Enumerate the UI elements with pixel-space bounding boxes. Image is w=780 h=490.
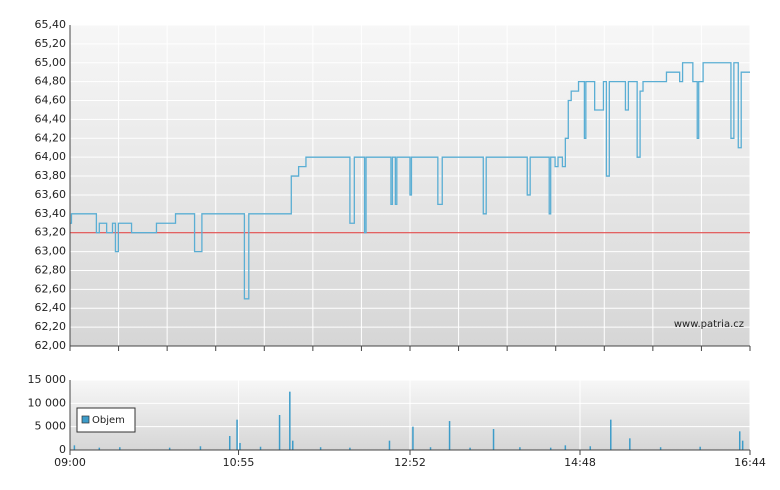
volume-bar xyxy=(741,440,744,450)
x-tick-label: 12:52 xyxy=(394,456,426,469)
y-tick-label: 15 000 xyxy=(28,373,67,386)
volume-bar xyxy=(429,447,432,450)
volume-bar xyxy=(589,446,592,450)
y-tick-label: 63,40 xyxy=(35,207,67,220)
x-tick-label: 14:48 xyxy=(564,456,596,469)
volume-bar xyxy=(549,447,552,450)
y-tick-label: 64,60 xyxy=(35,94,67,107)
y-tick-label: 65,40 xyxy=(35,18,67,31)
volume-bar xyxy=(448,421,451,450)
volume-bar xyxy=(388,440,391,450)
x-tick-label: 10:55 xyxy=(223,456,255,469)
y-tick-label: 63,80 xyxy=(35,169,67,182)
volume-bar xyxy=(98,447,101,450)
volume-bar xyxy=(73,445,76,450)
price-line xyxy=(70,62,750,300)
volume-bar xyxy=(349,447,351,450)
volume-bar xyxy=(492,429,495,450)
volume-bar xyxy=(236,419,238,450)
volume-bar xyxy=(629,438,631,450)
y-tick-label: 65,20 xyxy=(35,37,67,50)
volume-bar xyxy=(319,447,322,450)
y-tick-label: 64,00 xyxy=(35,150,67,163)
volume-bar xyxy=(289,391,291,450)
y-tick-label: 64,20 xyxy=(35,131,67,144)
y-tick-label: 62,20 xyxy=(35,320,67,333)
y-tick-label: 63,60 xyxy=(35,188,67,201)
x-tick-label: 16:44 xyxy=(734,456,766,469)
volume-bar xyxy=(699,446,701,450)
y-tick-label: 62,40 xyxy=(35,301,67,314)
volume-bar xyxy=(119,447,121,450)
y-tick-label: 62,00 xyxy=(35,339,67,352)
y-tick-label: 65,00 xyxy=(35,56,67,69)
volume-bar xyxy=(259,446,262,450)
volume-bar xyxy=(519,447,521,450)
y-tick-label: 10 000 xyxy=(28,396,67,409)
volume-bar xyxy=(278,415,281,450)
y-tick-label: 5 000 xyxy=(35,420,67,433)
volume-bar xyxy=(199,446,202,450)
y-tick-label: 64,80 xyxy=(35,75,67,88)
volume-bar xyxy=(469,447,471,450)
y-tick-label: 62,80 xyxy=(35,263,67,276)
watermark: www.patria.cz xyxy=(674,319,744,330)
x-tick-label: 09:00 xyxy=(54,456,86,469)
y-tick-label: 63,20 xyxy=(35,226,67,239)
volume-bar xyxy=(168,447,171,450)
y-tick-label: 63,00 xyxy=(35,245,67,258)
volume-bar xyxy=(610,419,612,450)
volume-bar xyxy=(412,426,414,450)
volume-bar xyxy=(239,443,241,450)
volume-bar xyxy=(292,440,294,450)
volume-bar xyxy=(659,447,662,450)
y-tick-label: 64,40 xyxy=(35,112,67,125)
volume-bar xyxy=(738,431,741,450)
legend-swatch xyxy=(81,415,90,424)
y-tick-label: 62,60 xyxy=(35,282,67,295)
y-tick-label: 0 xyxy=(59,443,66,456)
volume-bar xyxy=(564,445,567,450)
volume-bar xyxy=(228,436,231,450)
legend-label: Objem xyxy=(92,415,125,426)
